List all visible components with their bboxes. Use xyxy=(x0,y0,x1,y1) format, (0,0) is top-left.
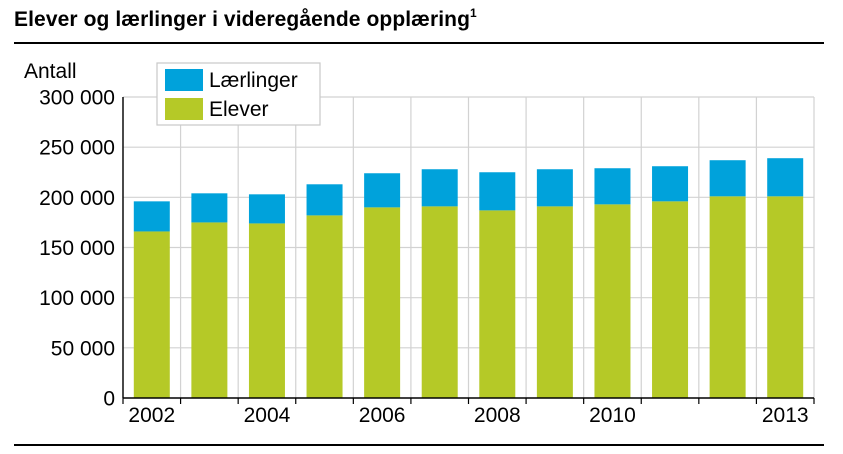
legend: Lærlinger Elever xyxy=(156,62,321,126)
y-tick-label: 100 000 xyxy=(39,287,115,310)
bar-elever-2004 xyxy=(248,223,285,398)
chart-title-text: Elever og lærlinger i videregående opplæ… xyxy=(14,8,471,31)
bar-elever-2008 xyxy=(479,210,516,398)
bar-laerlinger-2005 xyxy=(306,184,343,216)
x-tick-label: 2002 xyxy=(128,404,175,427)
y-axis-label: Antall xyxy=(24,60,77,83)
y-tick-label: 200 000 xyxy=(39,187,115,210)
bar-laerlinger-2012 xyxy=(709,160,746,197)
bar-elever-2003 xyxy=(191,222,228,398)
bar-laerlinger-2002 xyxy=(133,201,170,232)
bar-elever-2006 xyxy=(364,207,401,398)
y-tick-label: 0 xyxy=(103,388,115,411)
axes: 300 000 250 000 200 000 150 000 100 000 50 00… xyxy=(39,87,815,427)
bar-elever-2009 xyxy=(536,206,573,398)
bar-elever-2013 xyxy=(767,196,804,398)
bar-laerlinger-2003 xyxy=(191,193,228,223)
bars xyxy=(133,158,804,398)
legend-swatch-laerlinger xyxy=(165,69,203,91)
legend-swatch-elever xyxy=(165,98,203,120)
bar-laerlinger-2011 xyxy=(652,166,689,202)
bar-laerlinger-2010 xyxy=(594,168,631,205)
bar-elever-2012 xyxy=(709,196,746,398)
y-tick-label: 300 000 xyxy=(39,87,115,110)
y-tick-label: 50 000 xyxy=(51,337,115,360)
x-tick-label: 2013 xyxy=(762,404,809,427)
bar-elever-2010 xyxy=(594,204,631,398)
bar-elever-2007 xyxy=(421,206,458,398)
gridlines xyxy=(122,96,815,398)
x-tick-label: 2004 xyxy=(244,404,291,427)
bar-laerlinger-2013 xyxy=(767,158,804,197)
footer-rule xyxy=(14,444,824,446)
bar-laerlinger-2004 xyxy=(248,194,285,224)
x-tick-label: 2006 xyxy=(359,404,406,427)
y-tick-label: 250 000 xyxy=(39,137,115,160)
bar-elever-2011 xyxy=(652,201,689,398)
chart-title: Elever og lærlinger i videregående opplæ… xyxy=(14,6,477,32)
legend-label-elever: Elever xyxy=(209,98,269,121)
bar-laerlinger-2007 xyxy=(421,169,458,207)
y-tick-label: 150 000 xyxy=(39,237,115,260)
legend-label-laerlinger: Lærlinger xyxy=(209,69,298,92)
bar-elever-2005 xyxy=(306,215,343,398)
x-tick-label: 2008 xyxy=(474,404,521,427)
bar-laerlinger-2009 xyxy=(536,169,573,207)
x-tick-label: 2010 xyxy=(589,404,636,427)
bar-laerlinger-2008 xyxy=(479,172,516,211)
bar-laerlinger-2006 xyxy=(364,173,401,208)
title-footnote-marker: 1 xyxy=(470,6,477,20)
title-rule xyxy=(14,42,824,44)
bar-elever-2002 xyxy=(133,231,170,398)
